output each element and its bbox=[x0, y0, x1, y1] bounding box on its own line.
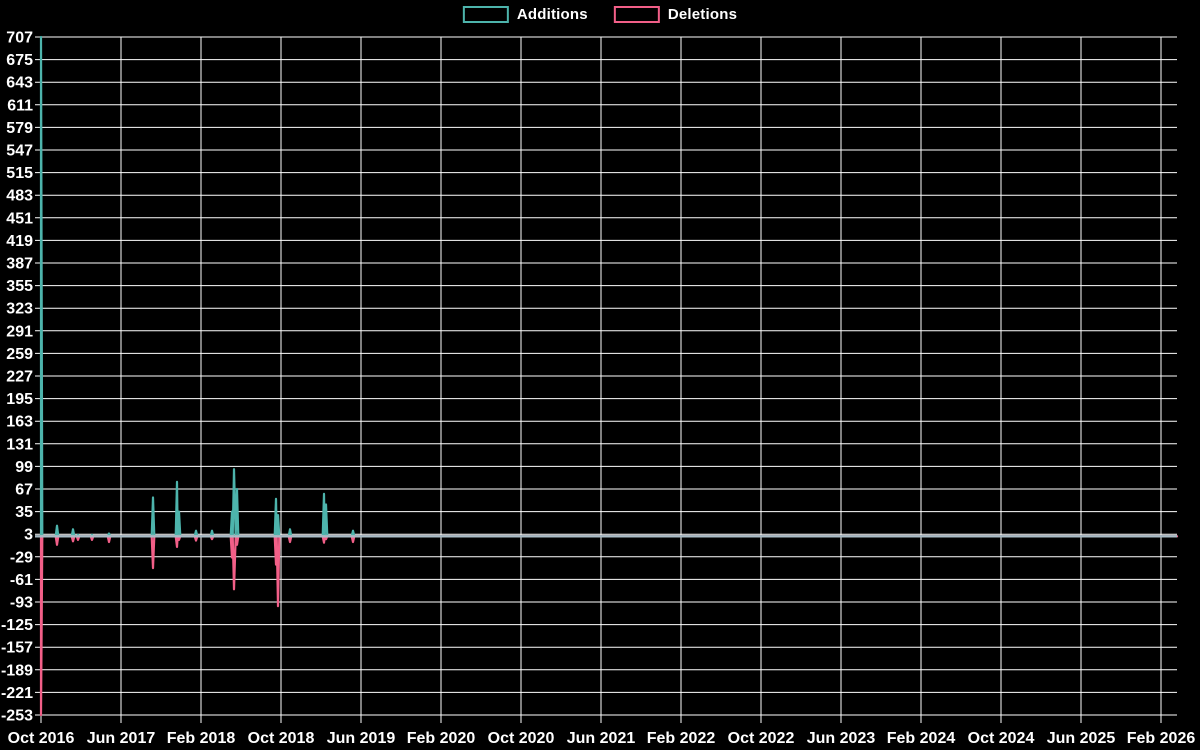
x-tick-label: Feb 2022 bbox=[647, 730, 716, 747]
y-tick-label: 707 bbox=[6, 30, 33, 47]
y-tick-label: 195 bbox=[6, 391, 33, 408]
y-tick-label: 99 bbox=[15, 459, 33, 476]
y-tick-label: 451 bbox=[6, 210, 33, 227]
x-tick-label: Feb 2024 bbox=[887, 730, 956, 747]
y-tick-label: -189 bbox=[1, 662, 33, 679]
y-tick-label: 515 bbox=[6, 165, 33, 182]
y-tick-label: 675 bbox=[6, 52, 33, 69]
x-tick-label: Jun 2019 bbox=[327, 730, 396, 747]
x-tick-label: Jun 2021 bbox=[567, 730, 636, 747]
y-tick-label: 611 bbox=[7, 97, 33, 114]
y-tick-label: 355 bbox=[6, 278, 33, 295]
y-tick-label: 67 bbox=[15, 482, 33, 499]
y-tick-label: -29 bbox=[10, 549, 33, 566]
deletions-series-line bbox=[39, 535, 1179, 717]
additions-series-line bbox=[39, 35, 1179, 538]
y-tick-label: -61 bbox=[10, 572, 33, 589]
x-tick-label: Oct 2022 bbox=[728, 730, 795, 747]
deletions-swatch-icon bbox=[613, 6, 660, 23]
x-tick-label: Feb 2026 bbox=[1127, 730, 1196, 747]
x-tick-label: Jun 2025 bbox=[1047, 730, 1116, 747]
y-tick-label: 547 bbox=[6, 143, 33, 160]
y-tick-label: 579 bbox=[6, 120, 33, 137]
y-tick-label: 419 bbox=[6, 233, 33, 250]
legend-item-additions[interactable]: Additions bbox=[462, 6, 588, 23]
y-tick-label: 35 bbox=[15, 504, 33, 521]
legend: Additions Deletions bbox=[462, 6, 738, 23]
x-tick-label: Oct 2020 bbox=[488, 730, 555, 747]
y-tick-label: 259 bbox=[6, 346, 33, 363]
x-tick-label: Jun 2023 bbox=[807, 730, 876, 747]
legend-item-deletions[interactable]: Deletions bbox=[613, 6, 738, 23]
y-tick-label: 483 bbox=[6, 188, 33, 205]
y-tick-label: 387 bbox=[6, 256, 33, 273]
y-tick-label: 323 bbox=[6, 301, 33, 318]
x-tick-label: Oct 2016 bbox=[8, 730, 75, 747]
y-tick-label: 643 bbox=[6, 75, 33, 92]
y-tick-label: 163 bbox=[6, 414, 33, 431]
y-tick-label: 3 bbox=[24, 527, 33, 544]
x-tick-label: Feb 2018 bbox=[167, 730, 236, 747]
y-tick-label: -157 bbox=[1, 640, 33, 657]
x-tick-label: Oct 2024 bbox=[968, 730, 1035, 747]
y-tick-label: 291 bbox=[6, 323, 33, 340]
y-tick-label: 131 bbox=[6, 436, 33, 453]
x-tick-label: Feb 2020 bbox=[407, 730, 476, 747]
additions-swatch-icon bbox=[462, 6, 509, 23]
y-tick-label: -125 bbox=[1, 617, 33, 634]
legend-label-additions: Additions bbox=[516, 6, 588, 23]
legend-label-deletions: Deletions bbox=[667, 6, 738, 23]
y-tick-label: -253 bbox=[1, 708, 33, 725]
y-tick-label: -221 bbox=[1, 685, 33, 702]
y-tick-label: 227 bbox=[6, 369, 33, 386]
x-tick-label: Oct 2018 bbox=[248, 730, 315, 747]
y-tick-label: -93 bbox=[10, 595, 33, 612]
x-tick-label: Jun 2017 bbox=[87, 730, 156, 747]
